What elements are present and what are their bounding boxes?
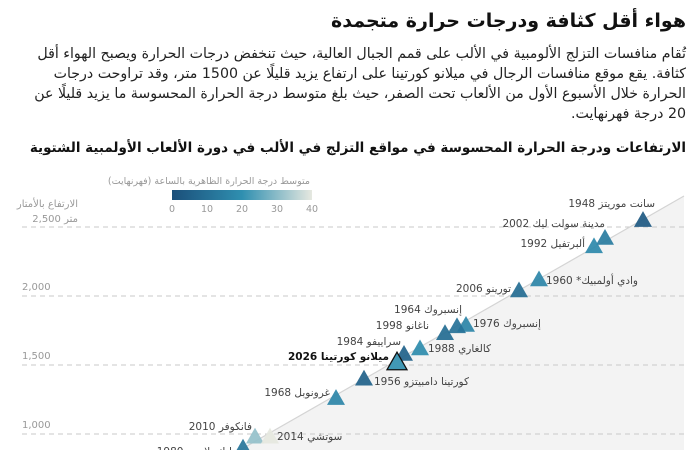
legend-tick: 20: [236, 204, 248, 215]
point-label: كورتينا دامبيتزو 1956: [374, 376, 469, 388]
point-label: سانت موريتز 1948: [568, 198, 655, 210]
y-axis-label: الارتفاع بالأمتار: [16, 197, 78, 210]
point-marker: [261, 427, 279, 444]
point-label: تورينو 2006: [456, 283, 511, 295]
point-label: ناغانو 1998: [376, 320, 429, 332]
chart-title: الارتفاعات ودرجة الحرارة المحسوسة في موا…: [29, 140, 686, 156]
legend-tick: 0: [169, 204, 175, 215]
point-marker: [236, 438, 250, 450]
point-marker: [436, 324, 454, 341]
point-marker: [530, 270, 548, 287]
point-label: سراييفو 1984: [337, 336, 401, 348]
point-marker: [510, 281, 528, 298]
point-marker: [634, 211, 652, 227]
point-label: وادي أولمبيك* 1960: [546, 273, 638, 287]
point-marker: [596, 229, 614, 245]
point-label: إنسبروك 1964: [394, 304, 462, 316]
point-marker: [411, 339, 429, 356]
point-marker: [448, 317, 466, 334]
y-tick-label: 1,000: [22, 420, 51, 431]
point-label: فانكوفر 2010: [189, 421, 252, 433]
point-marker: [355, 369, 373, 386]
page-title: هواء أقل كثافة ودرجات حرارة متجمدة: [331, 10, 686, 32]
point-marker: [246, 427, 264, 444]
legend-title: متوسط درجة الحرارة الظاهرية بالساعة (فهر…: [108, 176, 310, 187]
y-tick-label: 2,000: [22, 282, 51, 293]
point-label: ألبرتفيل 1992: [520, 236, 585, 250]
legend-tick: 40: [306, 204, 318, 215]
intro-paragraph: تُقام منافسات التزلج الألومبية في الألب …: [34, 46, 686, 122]
point-marker: [385, 350, 409, 371]
point-label: ميلانو كورتينا 2026: [288, 351, 389, 363]
y-top-label: 2,500 متر: [32, 214, 78, 225]
point-label: غرونوبل 1968: [264, 387, 330, 399]
legend-tick: 10: [201, 204, 213, 215]
point-label: كالغاري 1988: [428, 343, 491, 355]
legend-tick: 30: [271, 204, 283, 215]
point-label: ليك بلاسيد 1980: [157, 446, 232, 450]
point-label: مدينة سولت ليك 2002: [502, 218, 605, 230]
point-marker: [585, 237, 603, 254]
legend-gradient: [172, 190, 312, 200]
point-label: إنسبروك 1976: [473, 318, 541, 330]
point-marker: [327, 389, 345, 405]
y-tick-label: 1,500: [22, 351, 51, 362]
point-label: سوتشي 2014: [277, 431, 342, 443]
